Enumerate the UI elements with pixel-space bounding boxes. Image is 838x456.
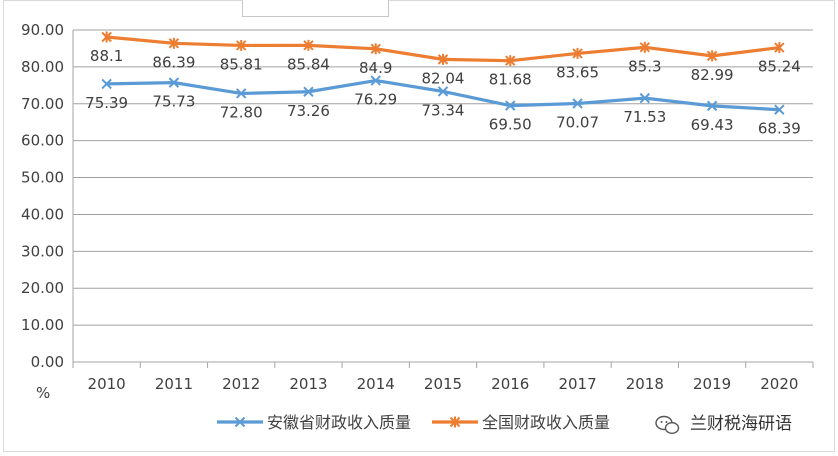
legend-item: 全国财政收入质量 [432,413,610,432]
y-tick-label: 70.00 [21,95,64,113]
x-tick-label: 2014 [357,375,395,393]
marker-x [774,104,785,115]
x-tick-label: 2010 [88,375,126,393]
data-label: 75.73 [152,93,195,111]
x-tick-label: 2013 [289,375,327,393]
x-tick-label: 2016 [491,375,529,393]
x-tick-label: 2018 [626,375,664,393]
watermark: 兰财税海研语 [655,414,792,435]
marker-x [235,88,247,99]
y-tick-label: 40.00 [21,205,64,223]
marker-x [639,92,651,104]
data-label: 88.1 [90,47,123,65]
y-tick-label: 10.00 [21,316,64,334]
series-group [101,31,785,115]
watermark-text: 兰财税海研语 [690,414,792,434]
marker-x [706,100,718,112]
data-label: 83.65 [556,63,599,81]
marker-x [168,77,180,88]
data-label: 85.24 [758,58,801,76]
data-label: 84.9 [359,59,392,77]
data-label: 71.53 [623,108,666,126]
marker-asterisk [370,43,381,55]
wechat-icon [655,415,680,435]
x-tick-label: 2012 [222,375,260,393]
marker-asterisk [505,55,516,67]
y-tick-label: 60.00 [21,132,64,150]
marker-x [303,86,314,97]
y-tick-label: 80.00 [21,58,64,76]
marker-x [505,100,516,111]
y-tick-label: 90.00 [21,21,64,39]
marker-x [101,78,112,90]
marker-asterisk [774,42,785,54]
marker-asterisk [235,39,247,51]
data-label: 81.68 [489,71,532,89]
data-label: 76.29 [354,91,397,109]
data-label: 69.43 [691,116,734,134]
y-tick-labels: 0.00 10.00 20.00 30.00 40.00 50.00 60.00 70.00 8… [21,21,64,371]
marker-asterisk [449,416,461,428]
header-box [242,0,389,17]
marker-x [572,98,583,109]
marker-asterisk [572,47,583,59]
data-label: 72.80 [220,103,263,121]
data-label: 82.04 [422,69,465,87]
marker-x [234,416,246,428]
y-tick-label: 20.00 [21,279,64,297]
data-label: 86.39 [152,53,195,71]
data-label: 73.34 [422,101,465,119]
gridlines [72,29,814,368]
data-label: 82.99 [691,66,734,84]
data-label: 73.26 [287,102,330,120]
marker-asterisk [101,31,112,43]
x-tick-label: 2019 [693,375,731,393]
marker-asterisk [437,53,449,65]
legend-label: 安徽省财政收入质量 [267,413,411,432]
y-tick-label: 0.00 [31,353,64,371]
data-label: 69.50 [489,116,532,134]
legend-label: 全国财政收入质量 [482,413,610,432]
legend-item: 安徽省财政收入质量 [217,413,411,432]
marker-x [437,86,449,97]
data-labels: 75.39 75.73 72.80 73.26 76.29 73.34 69.50 70.07… [85,47,801,138]
x-tick-label: 2011 [155,375,193,393]
data-label: 70.07 [556,114,599,132]
marker-asterisk [303,39,314,51]
y-unit-label: % [36,384,50,402]
marker-asterisk [706,50,718,62]
x-tick-label: 2015 [424,375,462,393]
data-label: 85.81 [220,55,263,73]
marker-x [370,75,381,86]
x-tick-label: 2020 [760,375,798,393]
marker-asterisk [639,41,651,53]
data-label: 75.39 [85,94,128,112]
chart-frame [3,0,835,452]
y-tick-label: 50.00 [21,169,64,187]
legend: 安徽省财政收入质量 全国财政收入质量 [217,413,610,432]
x-tick-label: 2017 [558,375,596,393]
data-label: 85.3 [628,57,661,75]
data-label: 85.84 [287,55,330,73]
marker-asterisk [168,37,180,49]
y-tick-label: 30.00 [21,242,64,260]
x-tick-labels: 2010 2011 2012 2013 2014 2015 2016 2017 2018 2019… [88,375,799,393]
data-label: 68.39 [758,120,801,138]
